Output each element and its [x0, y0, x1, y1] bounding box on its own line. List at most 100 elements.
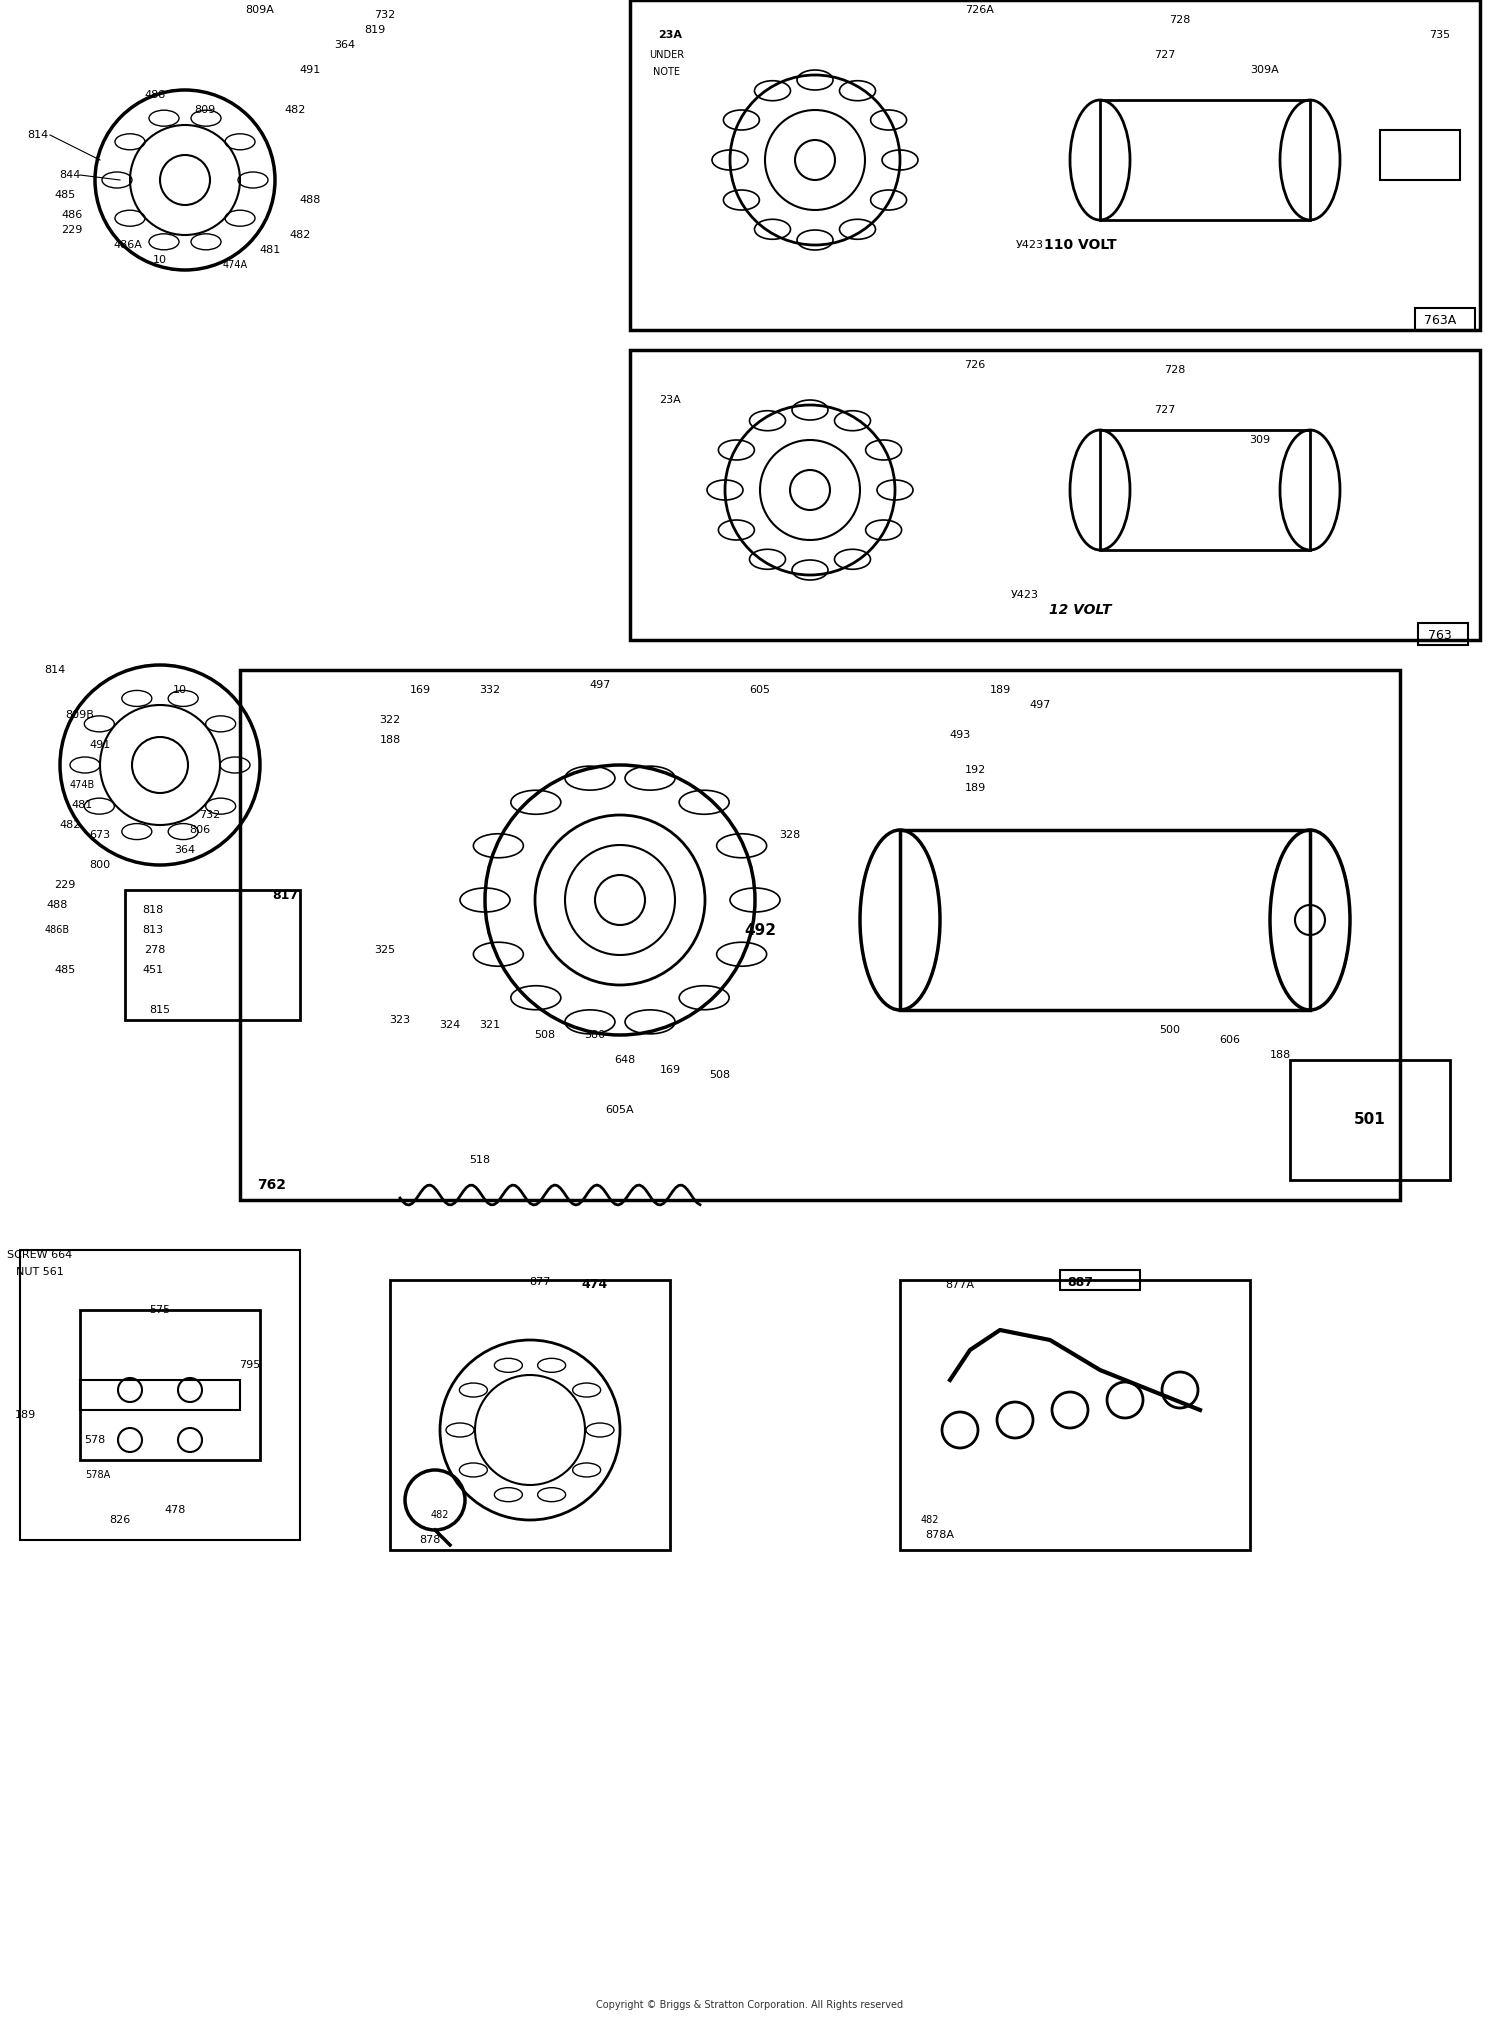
Text: 278: 278 — [144, 946, 165, 954]
Text: 877A: 877A — [945, 1281, 975, 1289]
Text: 481: 481 — [260, 246, 280, 256]
Text: 763A: 763A — [1424, 313, 1456, 327]
Text: 578: 578 — [84, 1435, 105, 1445]
Bar — [1290, 1060, 1450, 1179]
Text: 323: 323 — [390, 1015, 411, 1025]
Bar — [390, 1281, 670, 1551]
Text: 10: 10 — [172, 684, 188, 694]
Bar — [20, 1250, 300, 1541]
Text: 508: 508 — [534, 1029, 555, 1039]
Text: 478: 478 — [165, 1504, 186, 1514]
Text: 501: 501 — [1354, 1112, 1386, 1127]
Text: 826: 826 — [110, 1514, 130, 1525]
Text: 815: 815 — [150, 1005, 171, 1015]
Text: 735: 735 — [1430, 30, 1450, 41]
Bar — [1414, 309, 1474, 331]
Text: 380: 380 — [585, 1029, 606, 1039]
Text: 321: 321 — [480, 1019, 501, 1029]
Text: 762: 762 — [258, 1177, 286, 1192]
Text: 817: 817 — [272, 889, 298, 901]
Text: 486B: 486B — [45, 926, 69, 936]
Text: 169: 169 — [410, 684, 430, 694]
Text: 732: 732 — [200, 810, 220, 820]
Text: 229: 229 — [62, 225, 82, 235]
Text: 728: 728 — [1164, 365, 1185, 376]
Bar — [80, 1309, 260, 1460]
Text: 493: 493 — [950, 731, 970, 741]
Bar — [1060, 1271, 1140, 1289]
Text: 192: 192 — [964, 765, 986, 775]
Text: 878: 878 — [420, 1535, 441, 1545]
Text: 229: 229 — [54, 879, 75, 889]
Text: 795: 795 — [240, 1360, 261, 1370]
Text: 482: 482 — [921, 1514, 939, 1525]
Text: 763: 763 — [1428, 629, 1452, 641]
Text: 324: 324 — [440, 1019, 460, 1029]
Text: 364: 364 — [334, 41, 356, 51]
Bar — [124, 889, 300, 1019]
Text: 819: 819 — [364, 24, 386, 35]
Text: 728: 728 — [1170, 14, 1191, 24]
Text: 23A: 23A — [658, 30, 682, 41]
Bar — [630, 0, 1480, 331]
Text: 332: 332 — [480, 684, 501, 694]
Text: 887: 887 — [1066, 1275, 1094, 1289]
Text: 806: 806 — [189, 824, 210, 834]
Text: У423: У423 — [1011, 591, 1040, 601]
Bar — [1418, 623, 1468, 646]
Bar — [80, 1380, 240, 1411]
Text: У423: У423 — [1016, 240, 1044, 250]
Text: 189: 189 — [15, 1411, 36, 1421]
Text: 482: 482 — [290, 229, 310, 240]
Text: 364: 364 — [174, 844, 195, 855]
Text: 189: 189 — [990, 684, 1011, 694]
Text: 578A: 578A — [86, 1470, 111, 1480]
Text: 485: 485 — [54, 964, 75, 974]
Text: 814: 814 — [27, 130, 48, 140]
Text: 488: 488 — [144, 89, 165, 99]
Text: 485: 485 — [54, 191, 75, 201]
Text: 482: 482 — [60, 820, 81, 830]
Text: 878A: 878A — [926, 1531, 954, 1541]
Text: 188: 188 — [380, 735, 400, 745]
Text: 648: 648 — [615, 1056, 636, 1066]
Text: 500: 500 — [1160, 1025, 1180, 1035]
Text: 23A: 23A — [658, 396, 681, 406]
Text: 451: 451 — [142, 964, 164, 974]
Text: Copyright © Briggs & Stratton Corporation. All Rights reserved: Copyright © Briggs & Stratton Corporatio… — [597, 2000, 903, 2010]
Text: 809A: 809A — [246, 4, 274, 14]
Text: 169: 169 — [660, 1066, 681, 1076]
Bar — [240, 670, 1400, 1200]
Text: 727: 727 — [1155, 51, 1176, 61]
Text: 605A: 605A — [606, 1104, 634, 1114]
Text: 328: 328 — [780, 830, 801, 840]
Text: 492: 492 — [744, 922, 776, 938]
Text: 12 VOLT: 12 VOLT — [1048, 603, 1112, 617]
Text: 474: 474 — [582, 1279, 608, 1291]
Text: 309: 309 — [1250, 434, 1270, 445]
Text: 486A: 486A — [114, 240, 142, 250]
Text: NOTE: NOTE — [654, 67, 681, 77]
Text: 673: 673 — [90, 830, 111, 840]
Bar — [630, 349, 1480, 639]
Bar — [1100, 430, 1310, 550]
Text: 482: 482 — [430, 1510, 450, 1520]
Text: 10: 10 — [153, 256, 166, 266]
Text: UNDER: UNDER — [650, 51, 684, 61]
Text: 575: 575 — [150, 1305, 171, 1315]
Text: 491: 491 — [90, 741, 111, 749]
Text: SCREW 664: SCREW 664 — [8, 1250, 72, 1261]
Text: 474A: 474A — [222, 260, 248, 270]
Text: 110 VOLT: 110 VOLT — [1044, 238, 1116, 252]
Text: 482: 482 — [285, 106, 306, 116]
Text: 809B: 809B — [66, 710, 94, 721]
Text: 813: 813 — [142, 926, 164, 936]
Text: 488: 488 — [46, 899, 68, 909]
Text: 188: 188 — [1269, 1050, 1290, 1060]
Text: 844: 844 — [60, 171, 81, 181]
Text: 322: 322 — [380, 715, 400, 725]
Text: 800: 800 — [90, 861, 111, 871]
Text: 605: 605 — [750, 684, 771, 694]
Text: 497: 497 — [1029, 700, 1050, 710]
Text: 189: 189 — [964, 784, 986, 794]
